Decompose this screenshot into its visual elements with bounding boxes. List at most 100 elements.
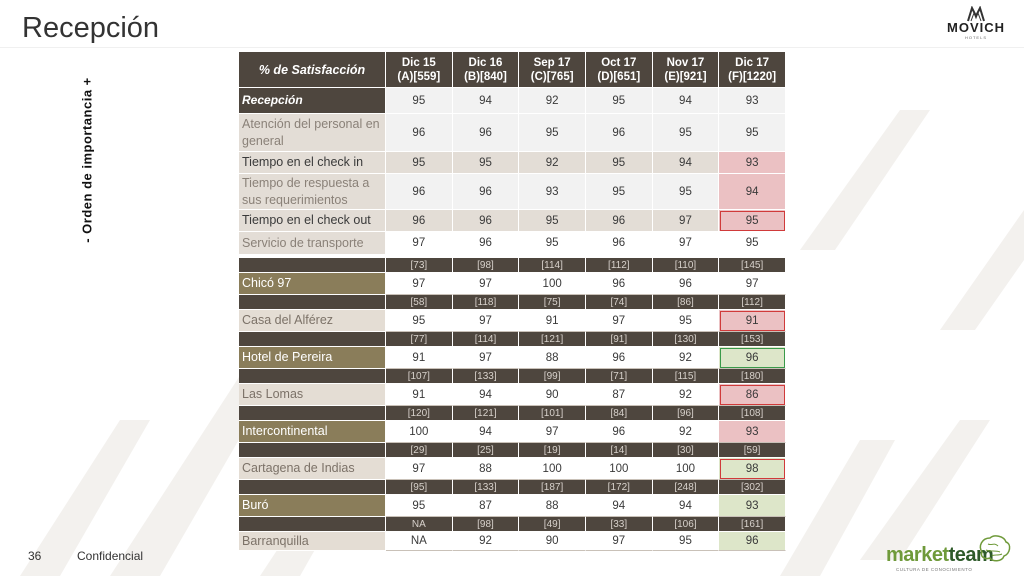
table-cell: 92: [652, 347, 720, 369]
table-cell: 95: [386, 88, 453, 114]
table-cell: 92: [519, 152, 586, 174]
base-cell: [114]: [452, 332, 520, 347]
brain-icon: [979, 535, 1011, 562]
table-cell: 100: [386, 421, 453, 443]
table-cell: 95: [585, 88, 653, 114]
satisfaction-table: % de Satisfacción Dic 15 (A)[559] Dic 16(…: [239, 52, 786, 551]
base-cell: [74]: [585, 295, 653, 310]
table-cell: 96: [386, 210, 453, 232]
table-cell: 88: [519, 495, 586, 517]
table-cell: 97: [585, 532, 653, 551]
marketteam-logo: marketteam CULTURA DE CONOCIMIENTO: [882, 534, 1012, 574]
base-cell: [77]: [386, 332, 453, 347]
col-header: Dic 15 (A)[559]: [386, 52, 453, 88]
base-row-spacer: [239, 295, 386, 310]
hotel-label: Hotel de Pereira: [239, 347, 386, 369]
table-cell: 91: [386, 347, 453, 369]
col-header-period: Dic 16: [468, 56, 503, 69]
base-cell: [91]: [585, 332, 653, 347]
table-cell: 96: [452, 114, 520, 152]
attribute-label: Tiempo en el check in: [239, 152, 386, 174]
table-cell: NA: [386, 532, 453, 551]
base-cell: [107]: [386, 369, 453, 384]
table-cell: 95: [519, 114, 586, 152]
table-cell: 94: [452, 384, 520, 406]
col-header-base: (B)[840]: [464, 70, 507, 83]
page-number: 36: [28, 549, 42, 563]
col-header: Dic 17 (F)[1220]: [719, 52, 786, 88]
col-header: Nov 17 (E)[921]: [652, 52, 720, 88]
marketteam-word-a: market: [886, 544, 949, 566]
table-cell: 92: [452, 532, 520, 551]
table-cell-highlight: 86: [719, 384, 786, 406]
base-cell: [99]: [519, 369, 586, 384]
table-cell: 94: [652, 152, 720, 174]
table-cell-highlight: 96: [719, 347, 786, 369]
base-row-spacer: [239, 517, 386, 532]
table-cell: 95: [719, 114, 786, 152]
table-cell: 94: [452, 88, 520, 114]
table-cell: 97: [719, 273, 786, 295]
table-cell-highlight: 94: [719, 174, 786, 210]
table-cell: 95: [585, 174, 653, 210]
base-cell: [19]: [519, 443, 586, 458]
base-cell: [95]: [386, 480, 453, 495]
table-cell: 96: [585, 210, 653, 232]
table-cell: 100: [519, 273, 586, 295]
attribute-label: Recepción: [239, 88, 386, 114]
attribute-label: Atención del personal en general: [239, 114, 386, 152]
base-cell: [106]: [652, 517, 720, 532]
base-cell: [98]: [452, 258, 520, 273]
table-cell: 88: [519, 347, 586, 369]
col-header: Sep 17 (C)[765]: [519, 52, 586, 88]
table-cell: 100: [519, 458, 586, 480]
table-cell: 95: [585, 152, 653, 174]
table-cell: 100: [585, 458, 653, 480]
base-cell: [161]: [719, 517, 786, 532]
base-cell: [121]: [519, 332, 586, 347]
base-cell: [120]: [386, 406, 453, 421]
col-header: Oct 17 (D)[651]: [585, 52, 653, 88]
base-cell: [96]: [652, 406, 720, 421]
col-header-period: Sep 17: [533, 56, 571, 69]
table-cell: 92: [652, 384, 720, 406]
table-cell-highlight: 93: [719, 495, 786, 517]
col-header-base: (C)[765]: [530, 70, 574, 83]
base-cell: [101]: [519, 406, 586, 421]
base-cell: [112]: [585, 258, 653, 273]
table-cell: 90: [519, 384, 586, 406]
base-cell: [114]: [519, 258, 586, 273]
attribute-label: Servicio de transporte: [239, 232, 386, 255]
base-row-spacer: [239, 480, 386, 495]
table-cell: 95: [452, 152, 520, 174]
table-cell: 95: [386, 152, 453, 174]
table-cell: 94: [652, 88, 720, 114]
table-cell: 92: [519, 88, 586, 114]
table-cell: 87: [452, 495, 520, 517]
marketteam-word-b: team: [948, 544, 994, 566]
table-cell: 93: [519, 174, 586, 210]
base-cell: [110]: [652, 258, 720, 273]
table-cell: 91: [519, 310, 586, 332]
brand-name: MOVICH: [947, 20, 1005, 35]
base-cell: [30]: [652, 443, 720, 458]
col-header-period: Nov 17: [666, 56, 705, 69]
table-cell: 95: [719, 232, 786, 255]
table-cell: 97: [386, 458, 453, 480]
base-cell: [118]: [452, 295, 520, 310]
movich-logo: MOVICH HOTELS: [938, 6, 1014, 44]
importance-axis: - Orden de importancia +: [72, 60, 102, 260]
col-header-base: (E)[921]: [664, 70, 707, 83]
table-cell: 97: [386, 232, 453, 255]
base-cell: [71]: [585, 369, 653, 384]
table-cell: 90: [519, 532, 586, 551]
table-cell: 96: [452, 232, 520, 255]
col-header-base: (F)[1220]: [728, 70, 777, 83]
table-cell: 97: [652, 232, 720, 255]
table-cell: 95: [652, 174, 720, 210]
table-cell: 95: [519, 232, 586, 255]
table-cell: 88: [452, 458, 520, 480]
base-cell: [33]: [585, 517, 653, 532]
table-cell: 96: [585, 273, 653, 295]
table-cell-highlight: 95: [719, 210, 786, 232]
